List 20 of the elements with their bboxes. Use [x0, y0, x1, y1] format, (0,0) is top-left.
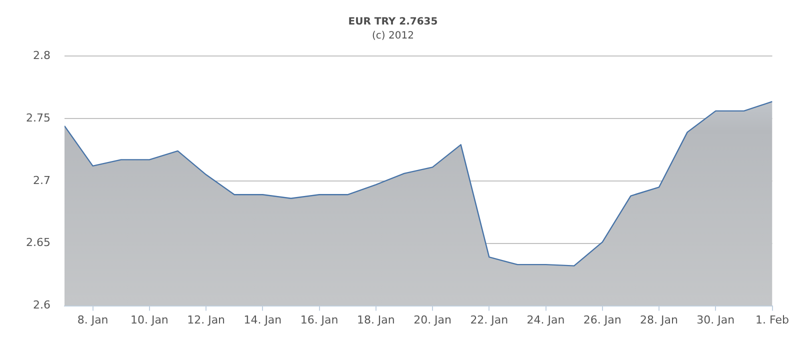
x-tick-label: 26. Jan — [583, 313, 622, 326]
x-tick-label: 20. Jan — [414, 313, 452, 326]
x-tick-label: 24. Jan — [526, 313, 565, 326]
x-tick-label: 12. Jan — [187, 313, 226, 326]
x-tick-label: 28. Jan — [640, 313, 678, 326]
chart-subtitle: (c) 2012 — [372, 30, 414, 42]
x-tick-label: 16. Jan — [300, 313, 338, 326]
x-tick-label: 14. Jan — [244, 313, 282, 326]
chart-title: EUR TRY 2.7635 — [348, 16, 438, 28]
x-tick-label: 30. Jan — [696, 313, 735, 326]
y-tick-label: 2.6 — [32, 298, 50, 312]
y-tick-label: 2.8 — [32, 48, 50, 62]
y-tick-label: 2.7 — [32, 174, 50, 187]
x-tick-label: 10. Jan — [130, 313, 168, 326]
x-tick-label: 8. Jan — [77, 313, 108, 326]
y-tick-label: 2.75 — [26, 111, 50, 124]
x-tick-label: 22. Jan — [470, 313, 508, 326]
y-tick-label: 2.65 — [26, 236, 50, 250]
x-tick-label: 18. Jan — [356, 313, 395, 326]
x-tick-label: 1. Feb — [756, 313, 790, 326]
